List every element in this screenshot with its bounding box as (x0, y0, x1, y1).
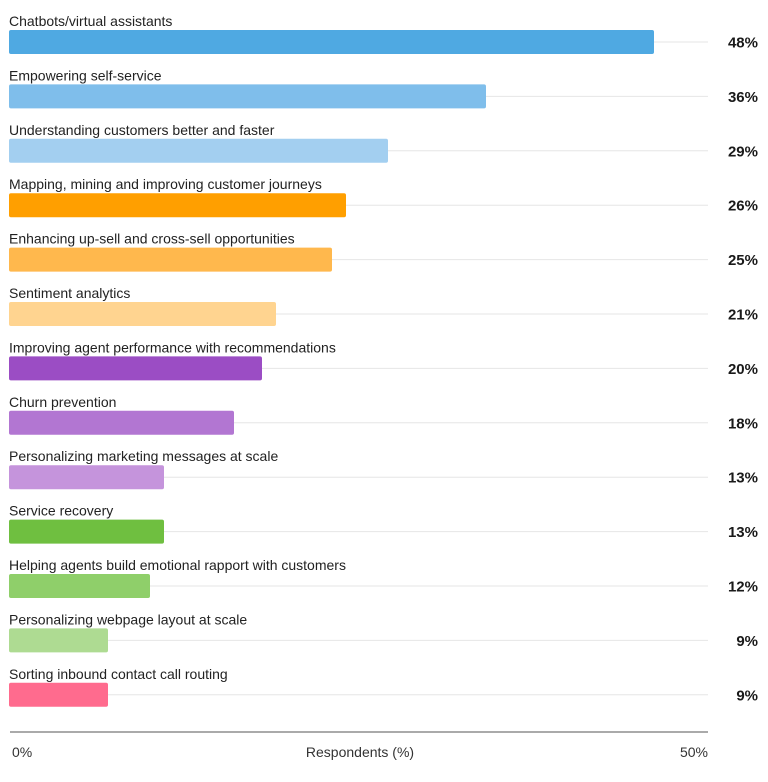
bar-row: Personalizing webpage layout at scale 9% (9, 611, 758, 653)
category-label: Personalizing marketing messages at scal… (9, 448, 278, 464)
category-label: Empowering self-service (9, 67, 162, 83)
value-label: 20% (728, 361, 758, 378)
value-label: 12% (728, 579, 758, 596)
category-label: Improving agent performance with recomme… (9, 339, 336, 355)
category-label: Mapping, mining and improving customer j… (9, 176, 322, 192)
bar-row: Churn prevention 18% (9, 394, 758, 435)
bar-row: Improving agent performance with recomme… (9, 339, 758, 381)
bar (9, 356, 262, 381)
bar (9, 465, 164, 490)
bar (9, 247, 332, 272)
value-label: 9% (736, 687, 758, 704)
bar-row: Chatbots/virtual assistants 48% (9, 13, 758, 54)
value-label: 25% (728, 252, 758, 269)
bar-row: Mapping, mining and improving customer j… (9, 176, 758, 218)
value-label: 26% (728, 198, 758, 215)
value-label: 9% (736, 633, 758, 650)
bar (9, 30, 654, 54)
x-tick-label-min: 0% (12, 744, 32, 760)
x-axis-title: Respondents (%) (306, 744, 414, 760)
bars-layer: Chatbots/virtual assistants 48% Empowering… (9, 13, 758, 707)
bar-row: Enhancing up-sell and cross-sell opportu… (9, 231, 758, 272)
category-label: Churn prevention (9, 394, 116, 410)
category-label: Service recovery (9, 503, 113, 519)
category-label: Personalizing webpage layout at scale (9, 611, 247, 627)
value-label: 29% (728, 143, 758, 160)
bar-row: Service recovery 13% (9, 503, 758, 544)
category-label: Helping agents build emotional rapport w… (9, 557, 346, 573)
bar (9, 410, 234, 435)
value-label: 36% (728, 89, 758, 106)
category-label: Enhancing up-sell and cross-sell opportu… (9, 231, 295, 247)
category-label: Understanding customers better and faste… (9, 122, 275, 138)
bar-row: Understanding customers better and faste… (9, 122, 758, 163)
bar (9, 138, 388, 163)
value-label: 13% (728, 470, 758, 487)
bar-row: Helping agents build emotional rapport w… (9, 557, 758, 598)
value-label: 48% (728, 35, 758, 52)
bar (9, 574, 150, 598)
bar-row: Sorting inbound contact call routing 9% (9, 666, 758, 707)
category-label: Chatbots/virtual assistants (9, 13, 172, 29)
category-label: Sorting inbound contact call routing (9, 666, 228, 682)
bar-row: Sentiment analytics 21% (9, 285, 758, 326)
bar-row: Empowering self-service 36% (9, 67, 758, 109)
bar (9, 682, 108, 707)
x-tick-label-max: 50% (680, 744, 708, 760)
value-label: 18% (728, 415, 758, 432)
value-label: 13% (728, 524, 758, 541)
bar-row: Personalizing marketing messages at scal… (9, 448, 758, 490)
value-label: 21% (728, 307, 758, 324)
bar (9, 193, 346, 218)
bar (9, 628, 108, 653)
bar (9, 519, 164, 544)
category-label: Sentiment analytics (9, 285, 130, 301)
bar (9, 302, 276, 326)
bar (9, 84, 486, 109)
